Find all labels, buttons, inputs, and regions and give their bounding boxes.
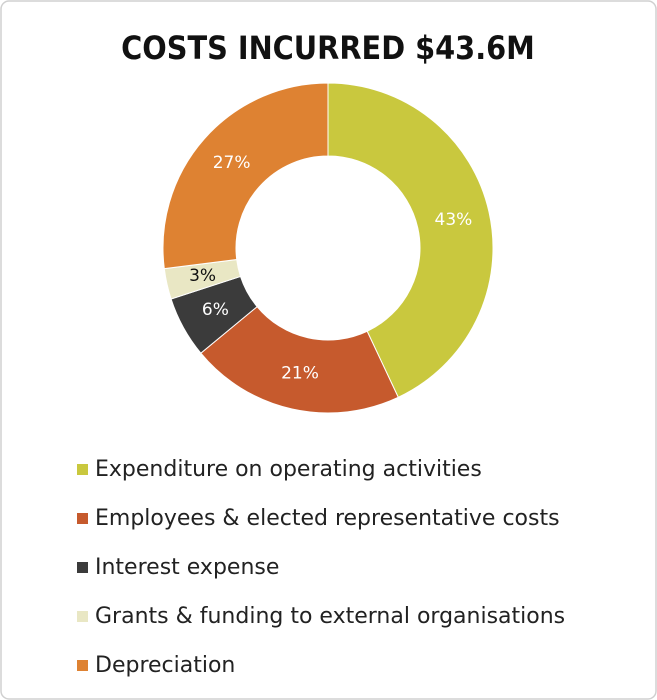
legend-swatch <box>77 464 88 475</box>
data-label: 43% <box>435 210 473 230</box>
data-label: 3% <box>189 266 216 286</box>
data-label: 21% <box>281 363 319 383</box>
legend-swatch <box>77 562 88 573</box>
data-label: 6% <box>202 300 229 320</box>
legend-label: Expenditure on operating activities <box>95 457 482 482</box>
donut-slice <box>200 305 399 414</box>
legend-label: Interest expense <box>95 555 279 580</box>
legend-swatch <box>77 660 88 671</box>
data-label: 27% <box>213 153 251 173</box>
legend-label: Grants & funding to external organisatio… <box>95 604 565 629</box>
donut-slice <box>162 82 329 270</box>
chart-title: COSTS INCURRED $43.6M <box>121 29 535 67</box>
legend-label: Depreciation <box>95 653 235 678</box>
donut-slice <box>327 82 494 398</box>
legend-swatch <box>77 513 88 524</box>
legend-label: Employees & elected representative costs <box>95 506 560 531</box>
legend-swatch <box>77 611 88 622</box>
